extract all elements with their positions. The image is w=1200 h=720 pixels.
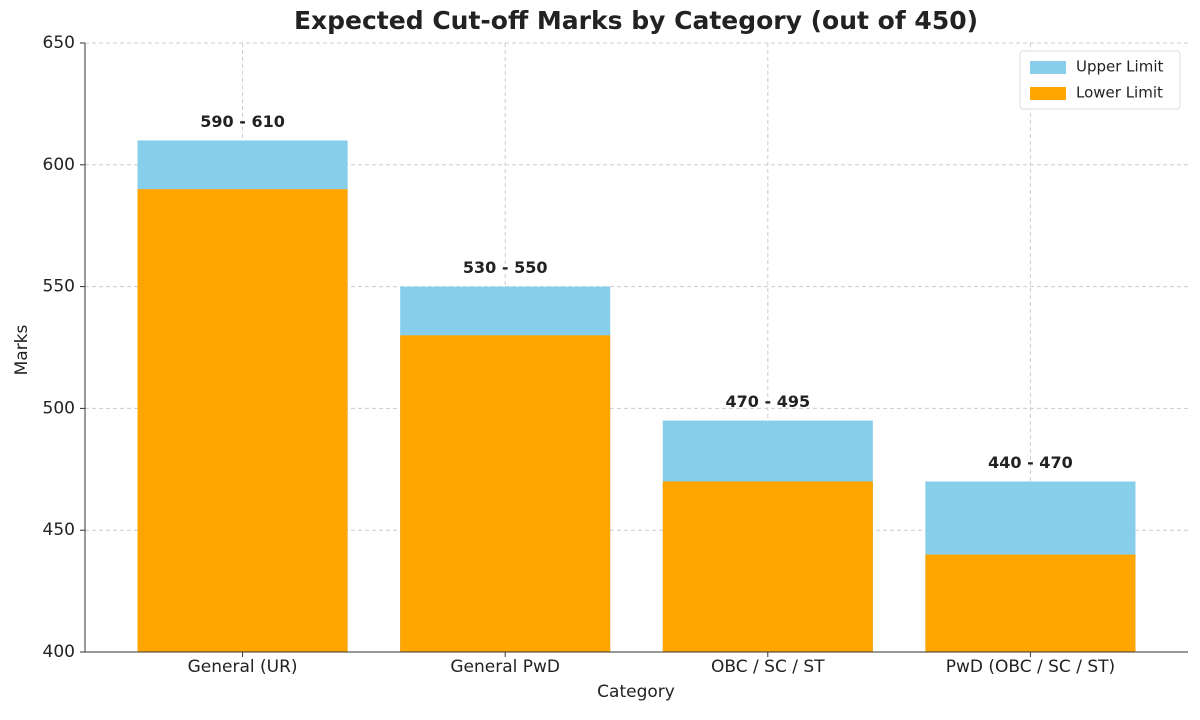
legend-swatch	[1030, 61, 1066, 74]
chart-title: Expected Cut-off Marks by Category (out …	[294, 6, 978, 35]
y-tick-label: 400	[43, 642, 75, 662]
x-tick-label: General (UR)	[188, 657, 298, 677]
bar	[137, 189, 348, 652]
value-label: 470 - 495	[726, 392, 811, 411]
y-tick-label: 600	[43, 155, 75, 175]
value-label: 590 - 610	[200, 112, 285, 131]
bar	[400, 335, 611, 652]
bar	[662, 481, 873, 652]
value-label: 440 - 470	[988, 453, 1073, 472]
x-tick-label: OBC / SC / ST	[711, 657, 825, 677]
x-tick-label: General PwD	[450, 657, 560, 677]
legend: Upper Limit Lower Limit	[1019, 50, 1181, 110]
y-tick-label: 500	[43, 398, 75, 418]
labels: 400 450 500 550 600 650 General (UR) General Pw…	[43, 33, 1188, 677]
legend-label: Lower Limit	[1076, 84, 1163, 102]
bar	[925, 554, 1136, 652]
value-label: 530 - 550	[463, 258, 548, 277]
y-tick-label: 550	[43, 277, 75, 297]
x-axis-label: Category	[597, 682, 675, 702]
x-tick-label: PwD (OBC / SC / ST)	[946, 657, 1115, 677]
y-tick-label: 450	[43, 520, 75, 540]
y-tick-label: 650	[43, 33, 75, 53]
bars	[137, 140, 1136, 652]
legend-swatch	[1030, 87, 1066, 100]
legend-label: Upper Limit	[1076, 58, 1163, 76]
y-axis-label: Marks	[12, 324, 32, 375]
